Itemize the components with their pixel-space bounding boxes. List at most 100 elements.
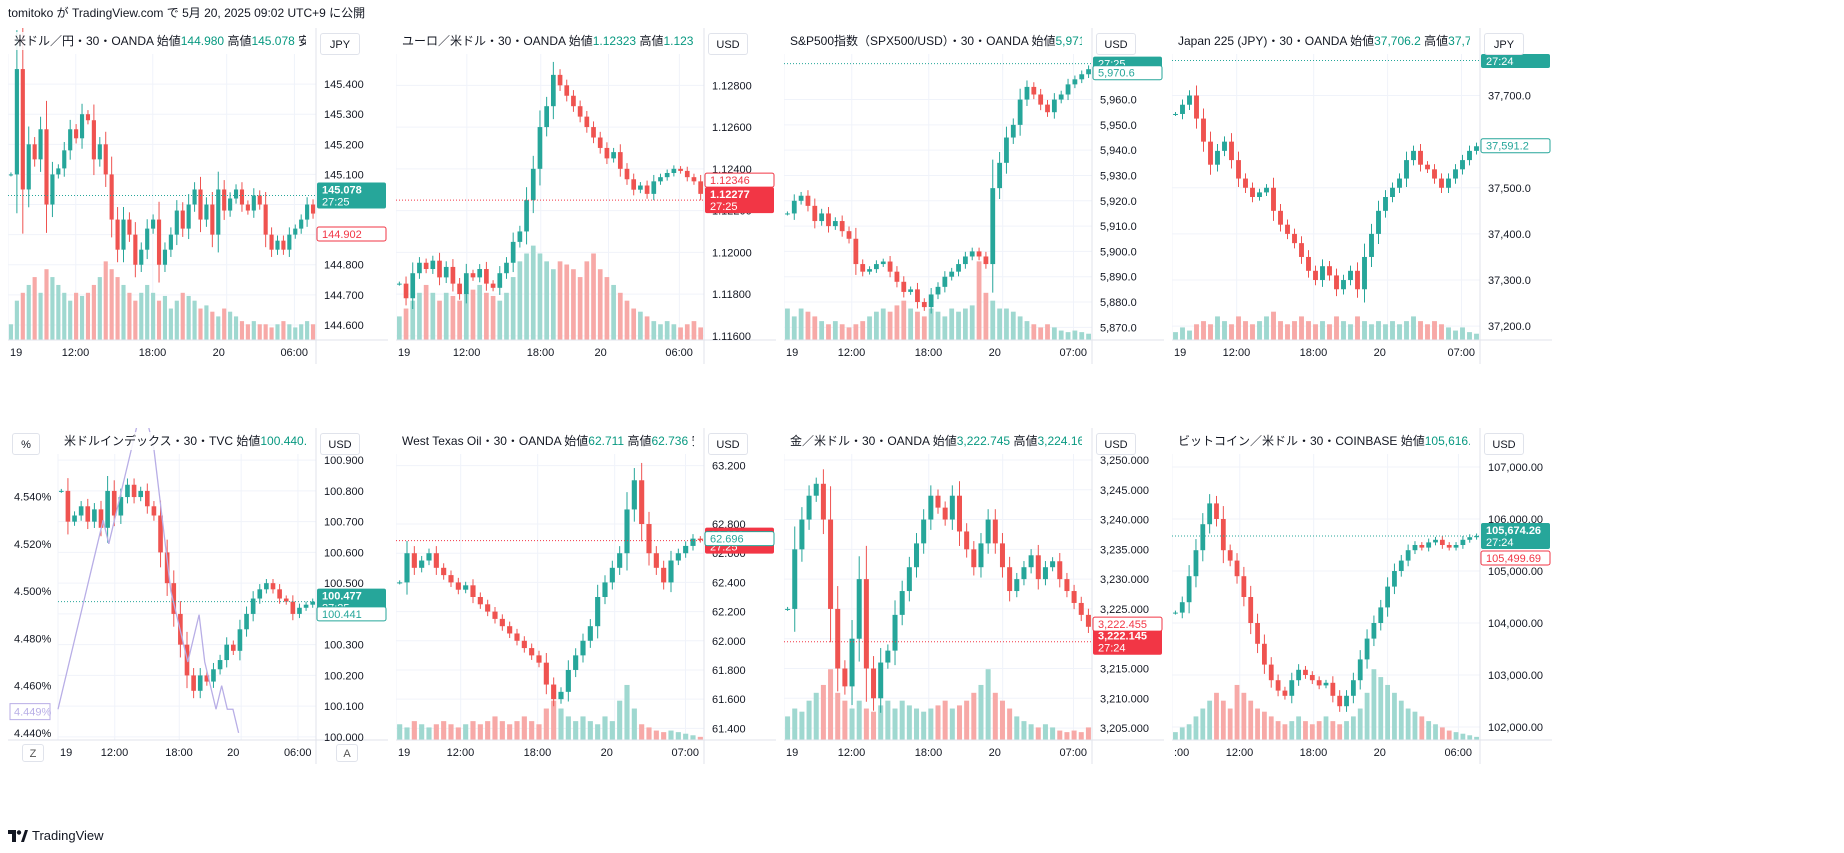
time-axis-tick-label: 19 (10, 347, 22, 359)
left-axis-tick-label: 4.500% (14, 586, 52, 598)
volume-bar (651, 321, 657, 340)
candle-body (186, 204, 191, 229)
currency-unit-button[interactable]: USD (1096, 33, 1136, 55)
chart-canvas[interactable]: 4.540% 4.520% 4.500% 4.480% 4.460% 4.440% 4.44… (8, 428, 388, 764)
chart-canvas[interactable]: 63.20062.80062.60062.40062.20062.00061.8… (396, 428, 776, 764)
volume-bar (992, 692, 998, 740)
volume-bar (1057, 730, 1063, 740)
volume-bar (97, 277, 102, 340)
candle-body (251, 195, 256, 211)
volume-bar (103, 261, 108, 340)
price-marker-badge (1480, 550, 1551, 566)
candle-body (1229, 141, 1234, 161)
left-axis-tick-label: 4.540% (14, 492, 52, 504)
volume-bar (874, 311, 879, 340)
volume-bar (91, 284, 96, 340)
candle-body (806, 495, 812, 520)
currency-unit-button[interactable]: JPY (1484, 33, 1524, 55)
currency-unit-button[interactable]: USD (320, 433, 360, 455)
time-axis-tick-label: 12:00 (101, 747, 129, 759)
candle-body (1220, 519, 1226, 551)
candle-body (109, 174, 114, 220)
chart-panel[interactable]: 3,250.000 3,245.000 3,240.000 3,235.000 3,23… (784, 428, 1164, 764)
candle-body (299, 219, 304, 229)
volume-bar (269, 327, 274, 340)
candle-body (956, 495, 962, 532)
currency-unit-button[interactable]: USD (1484, 433, 1524, 455)
zoom-button[interactable]: Z (22, 744, 44, 762)
volume-bar (658, 324, 663, 340)
price-marker-badge (1480, 138, 1551, 154)
high-label: 高値 (1420, 34, 1449, 48)
time-axis-tick-label: 19 (786, 347, 798, 359)
chart-panel[interactable]: 1.128001.126001.124001.122001.120001.118… (396, 28, 776, 364)
chart-panel[interactable]: 37,700.0 37,500.0 37,400.0 37,300.0 37,200.0… (1172, 28, 1552, 364)
chart-canvas[interactable]: 107,000.00106,000.00105,000.00104,000.00… (1172, 428, 1552, 764)
candle-body (151, 506, 157, 516)
volume-bar (835, 692, 841, 740)
auto-scale-button[interactable]: A (336, 744, 358, 762)
time-axis-tick-label: 20 (227, 747, 239, 759)
candle-body (597, 137, 603, 148)
volume-bar (251, 321, 256, 340)
percent-unit-button[interactable]: % (12, 433, 40, 455)
chart-canvas[interactable]: 1.128001.126001.124001.122001.120001.118… (396, 28, 776, 364)
chart-panel[interactable]: 4.540% 4.520% 4.500% 4.480% 4.460% 4.440% 4.44… (8, 428, 388, 764)
candle-body (1193, 550, 1199, 577)
volume-bar (192, 300, 197, 340)
currency-unit-button[interactable]: USD (708, 33, 748, 55)
candle-body (524, 200, 529, 232)
candle-body (860, 264, 866, 272)
chart-canvas[interactable]: 5,960.0 5,950.0 5,940.0 5,930.0 5,920.0 5,910… (784, 28, 1164, 364)
panel-legend: S&P500指数（SPX500/USD）・30・OANDA 始値5,971.4 … (790, 32, 1082, 50)
candle-body (131, 484, 137, 498)
chart-panel[interactable]: 63.200 62.800 62.600 62.400 62.200 62.000 61.8… (396, 428, 776, 764)
candle-body (565, 669, 571, 692)
candle-body (1207, 503, 1213, 525)
currency-unit-button[interactable]: USD (1096, 433, 1136, 455)
candle-body (277, 589, 282, 599)
candle-body (180, 210, 185, 229)
candle-body (58, 490, 64, 492)
price-axis-tick-label: 37,500.0 (1488, 183, 1531, 195)
currency-unit-button[interactable]: USD (708, 433, 748, 455)
chart-canvas[interactable]: 145.400145.300145.200145.100145.000144.9… (8, 28, 388, 364)
candle-body (287, 234, 292, 250)
candle-body (283, 598, 289, 602)
high-label: 高値 (224, 34, 252, 48)
price-axis-tick-label: 100.100 (324, 701, 364, 713)
volume-bar (1292, 321, 1297, 340)
chart-canvas[interactable]: 3,250.000 3,245.000 3,240.000 3,235.000 3,23… (784, 428, 1164, 764)
volume-bar (1330, 721, 1336, 740)
time-axis-tick-label: 18:00 (1300, 747, 1328, 759)
volume-bar (8, 324, 14, 340)
volume-bar (1078, 732, 1084, 740)
candle-body (611, 152, 616, 159)
volume-bar (956, 311, 961, 340)
candle-body (144, 490, 150, 507)
volume-bar (799, 711, 805, 740)
volume-bar (785, 716, 791, 740)
volume-bar (517, 261, 523, 340)
volume-bar (678, 327, 683, 340)
candle-body (1017, 99, 1023, 125)
volume-bar (1050, 727, 1056, 740)
chart-canvas[interactable]: 37,700.0 37,500.0 37,400.0 37,300.0 37,200.0… (1172, 28, 1552, 364)
candle-body (1323, 682, 1329, 686)
last-price-label: 145.078 (322, 184, 362, 196)
chart-panel[interactable]: 5,960.0 5,950.0 5,940.0 5,930.0 5,920.0 5,910… (784, 28, 1164, 364)
open-value: 5,971.4 (1055, 34, 1082, 48)
currency-unit-button[interactable]: JPY (320, 33, 360, 55)
chart-panel[interactable]: 145.400145.300145.200145.100145.000144.9… (8, 28, 388, 364)
last-price-label: 100.477 (322, 591, 362, 603)
last-price-label: 3,222.145 (1098, 631, 1147, 643)
volume-bar (1031, 324, 1037, 340)
price-axis-tick-label: 144.600 (324, 320, 364, 332)
volume-bar (1042, 724, 1048, 740)
candle-body (544, 106, 549, 128)
panel-legend: Japan 225 (JPY)・30・OANDA 始値37,706.2 高値37… (1178, 32, 1470, 50)
candle-body (537, 127, 543, 169)
volume-bar (1316, 721, 1322, 740)
chart-panel[interactable]: 107,000.00 106,000.00 105,000.00 104,000.00… (1172, 428, 1552, 764)
candle-body (404, 553, 410, 583)
